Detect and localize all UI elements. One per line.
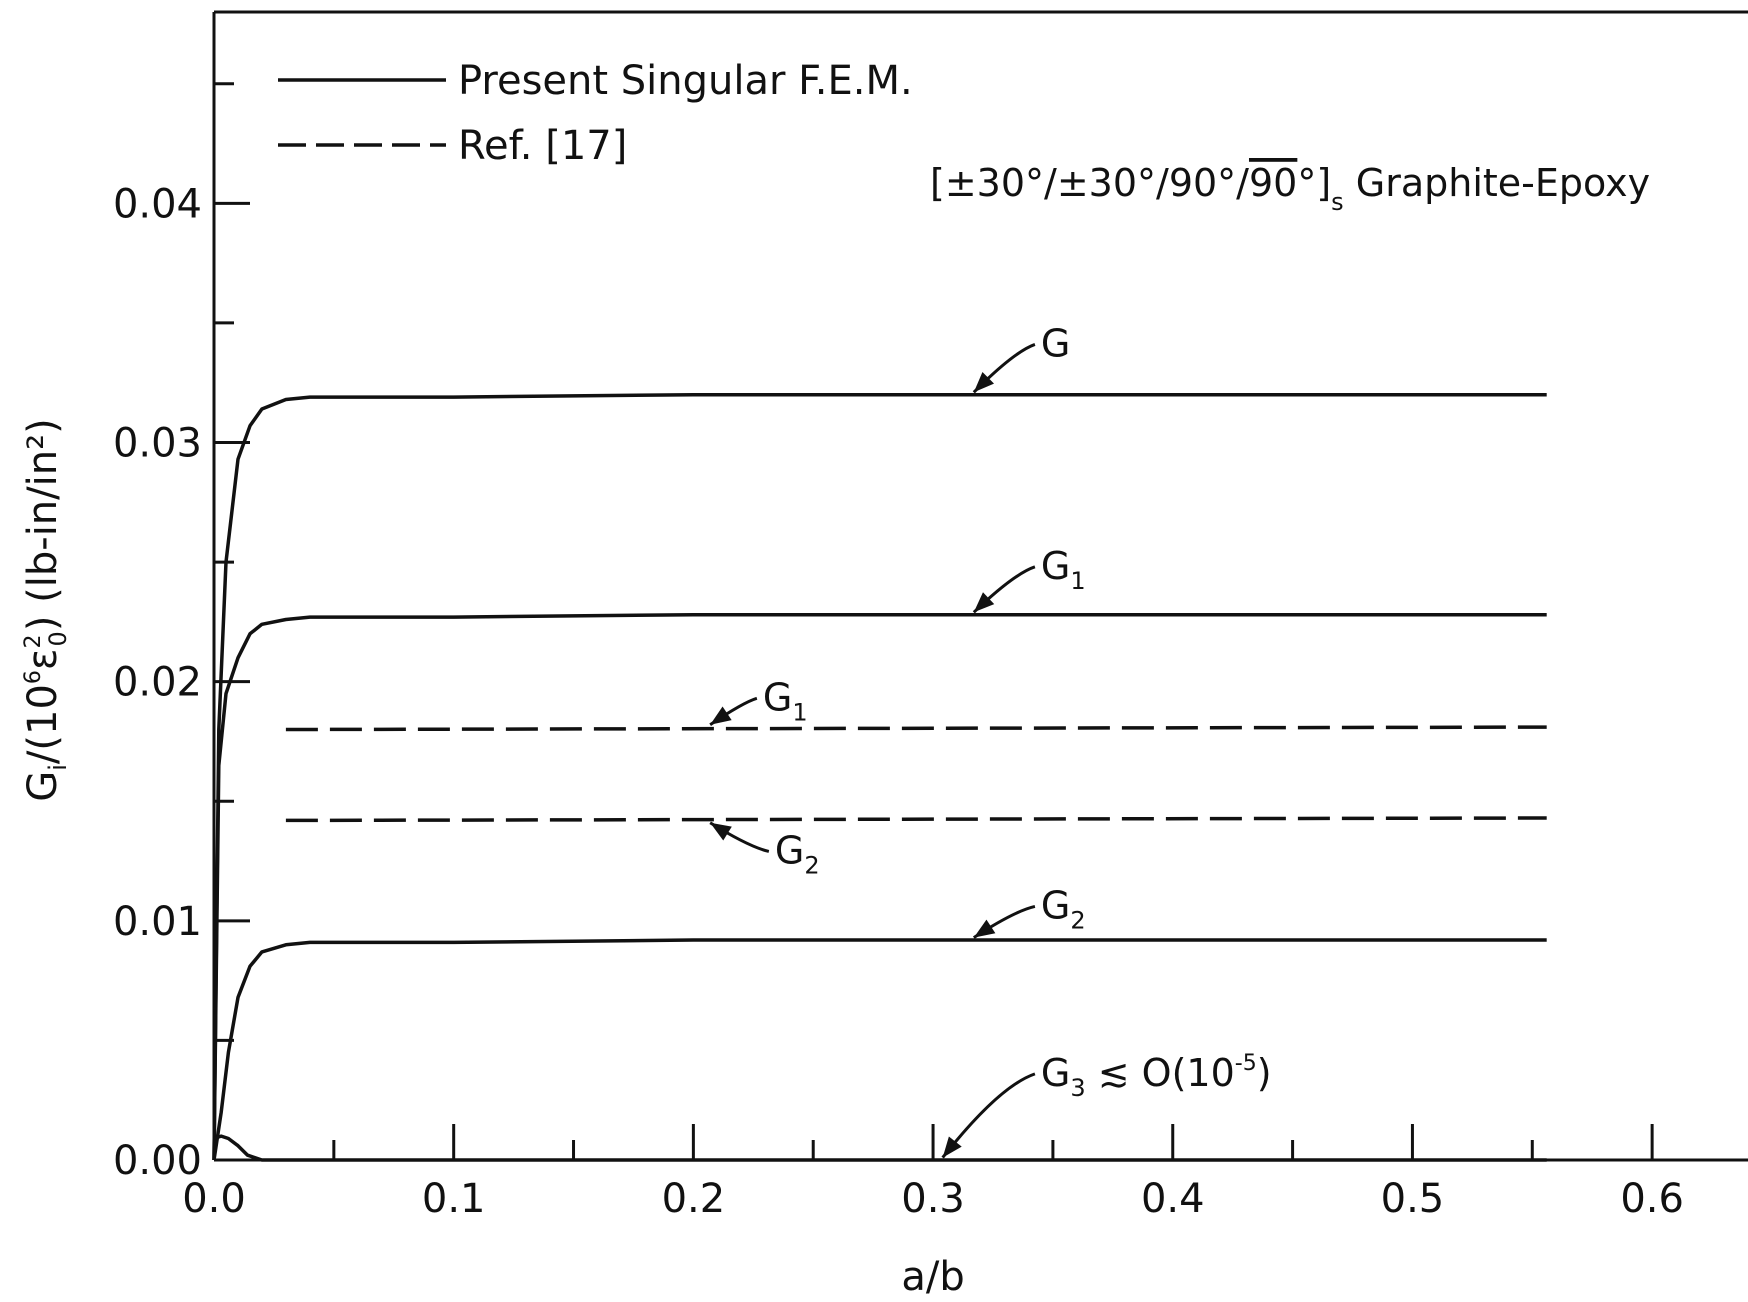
legend-dashed-label: Ref. [17] bbox=[458, 123, 627, 169]
series-group bbox=[212, 392, 1547, 1162]
x-tick-label: 0.0 bbox=[182, 1176, 246, 1222]
legend-solid-label: Present Singular F.E.M. bbox=[458, 58, 913, 104]
y-tick-label: 0.01 bbox=[113, 899, 202, 945]
annotation-label-g2ref: G2 bbox=[775, 828, 820, 879]
series-line-g1-ref-17- bbox=[285, 725, 1547, 732]
y-tick-label: 0.04 bbox=[113, 181, 202, 227]
series-line-g bbox=[212, 392, 1547, 1161]
annotations-group: G G1 G1 G2 G2 G3 ≲ O(10-5) bbox=[709, 321, 1272, 1159]
x-axis-label: a/b bbox=[901, 1254, 964, 1297]
y-tick-label: 0.00 bbox=[113, 1138, 202, 1184]
series-line-g2-ref-17- bbox=[285, 816, 1547, 823]
annotation-arrowhead-g bbox=[973, 372, 995, 393]
annotation-label-g3: G3 ≲ O(10-5) bbox=[1041, 1051, 1272, 1102]
x-tick-label: 0.1 bbox=[422, 1176, 486, 1222]
series-line-g2 bbox=[212, 938, 1547, 1161]
legend: Present Singular F.E.M. Ref. [17] [±30°/±3… bbox=[278, 58, 1650, 216]
x-tick-label: 0.6 bbox=[1620, 1176, 1684, 1222]
y-axis-label: Gi/(106ε20) (lb-in/in²) bbox=[20, 418, 72, 801]
annotation-arrowhead-g1ref bbox=[710, 706, 732, 725]
annotation-arrowhead-g2 bbox=[973, 919, 996, 938]
annotation-label-g2: G2 bbox=[1041, 883, 1086, 934]
axis-ticks: 0.00 0.01 0.02 0.03 0.04 0.0 0.1 0.2 0.3 0.4 0.5 0.… bbox=[113, 82, 1684, 1222]
annotation-label-g: G bbox=[1041, 321, 1070, 365]
axis-labels: a/b Gi/(106ε20) (lb-in/in²) bbox=[20, 418, 965, 1300]
x-tick-label: 0.3 bbox=[901, 1176, 965, 1222]
y-tick-label: 0.03 bbox=[113, 421, 202, 467]
laminate-label-text: [±30°/±30°/90°/90°]s Graphite-Epoxy bbox=[930, 161, 1650, 216]
laminate-label: [±30°/±30°/90°/90°]s Graphite-Epoxy bbox=[930, 161, 1650, 216]
x-tick-label: 0.5 bbox=[1381, 1176, 1445, 1222]
annotation-arrowhead-g3 bbox=[942, 1136, 962, 1158]
annotation-label-g1: G1 bbox=[1041, 544, 1086, 595]
series-line-g1 bbox=[212, 612, 1547, 1161]
series-line-g3 bbox=[213, 1134, 1547, 1162]
annotation-label-g1ref: G1 bbox=[763, 675, 808, 726]
annotation-arrowhead-g2ref bbox=[710, 822, 732, 841]
annotation-arrowhead-g1 bbox=[973, 592, 995, 613]
y-axis-label-text: Gi/(106ε20) (lb-in/in²) bbox=[20, 418, 72, 801]
y-tick-label: 0.02 bbox=[113, 660, 202, 706]
x-tick-label: 0.2 bbox=[662, 1176, 726, 1222]
x-tick-label: 0.4 bbox=[1141, 1176, 1205, 1222]
